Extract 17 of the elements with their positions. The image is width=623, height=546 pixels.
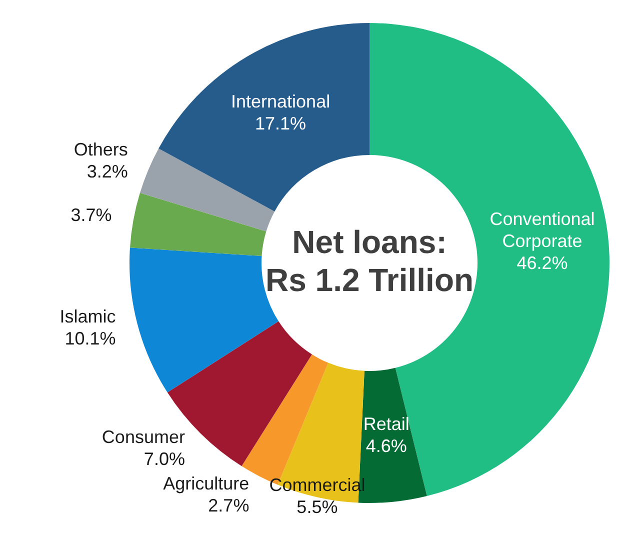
slice-label: Conventional Corporate xyxy=(490,208,595,251)
data-label: 3.2% xyxy=(86,162,128,182)
data-label: 4.6% xyxy=(366,436,407,456)
data-label: 10.1% xyxy=(64,328,116,348)
slice-label: Agriculture xyxy=(163,474,250,494)
data-label: 46.2% xyxy=(516,252,568,273)
slice-label: Others xyxy=(74,140,128,160)
data-label: 5.5% xyxy=(296,497,338,518)
data-label: 7.0% xyxy=(144,448,185,469)
data-label: 2.7% xyxy=(208,496,250,516)
slice-label: International xyxy=(231,91,330,112)
slice-label: Consumer xyxy=(102,426,185,447)
slice-label: Islamic xyxy=(60,306,116,326)
text: Net loans: Rs 1.2 Trillion xyxy=(265,224,474,298)
slice-label: Retail xyxy=(363,414,410,434)
data-label: 17.1% xyxy=(255,113,306,134)
data-label: 3.7% xyxy=(70,204,112,225)
